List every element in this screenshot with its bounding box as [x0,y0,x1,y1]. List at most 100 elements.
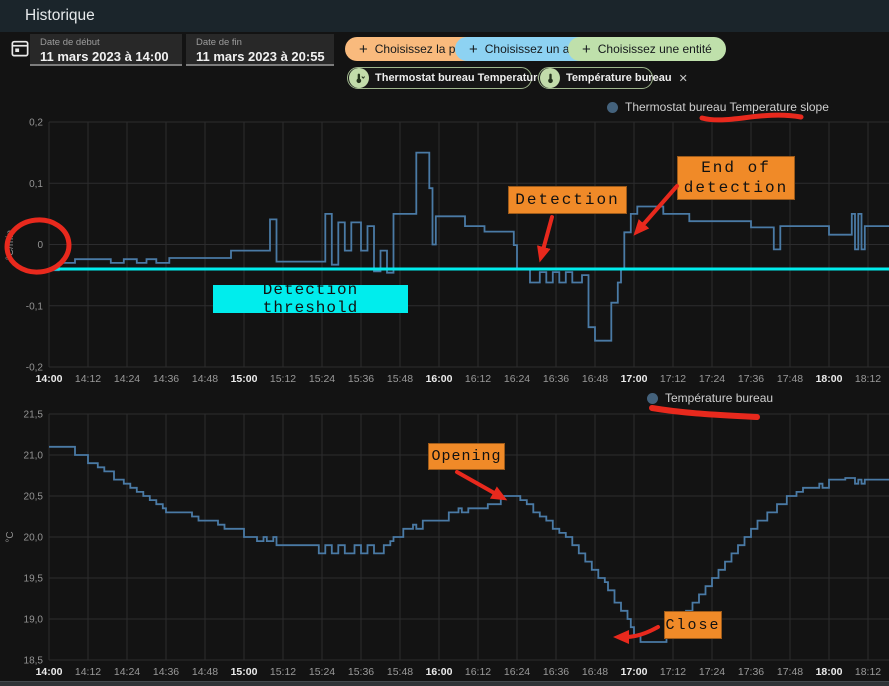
svg-text:18:00: 18:00 [816,666,843,678]
svg-text:-0,2: -0,2 [26,363,44,374]
svg-text:15:00: 15:00 [231,373,258,385]
svg-text:14:00: 14:00 [36,666,63,678]
svg-text:21,0: 21,0 [24,451,44,462]
slope-y-axis-unit: °C/min [5,230,16,260]
svg-text:15:36: 15:36 [348,666,374,678]
svg-text:14:12: 14:12 [75,666,101,678]
svg-text:17:12: 17:12 [660,666,686,678]
svg-text:20,0: 20,0 [24,533,44,544]
end-of-detection-line1: End of [701,159,771,177]
legend-dot-icon [607,101,618,113]
chip-close-icon[interactable]: ✕ [678,72,688,85]
thermometer-trend-icon [349,68,369,88]
svg-text:15:12: 15:12 [270,666,296,678]
svg-text:16:36: 16:36 [543,666,569,678]
svg-text:15:12: 15:12 [270,373,296,385]
svg-text:18,5: 18,5 [24,656,44,667]
entity-chip-temperature-slope[interactable]: Thermostat bureau Temperature slope ✕ [347,67,592,89]
opening-annotation-label: Opening [428,443,505,470]
svg-text:16:00: 16:00 [426,373,453,385]
svg-text:20,5: 20,5 [24,492,44,503]
svg-text:17:12: 17:12 [660,373,686,385]
legend-temperature-bureau: Température bureau [647,391,773,405]
slope-chart-grid: 0,2 0,1 0 -0,1 -0,214:00 14:12 14:24 14:36 14:48… [26,118,889,385]
svg-text:14:36: 14:36 [153,666,179,678]
date-range-picker-button[interactable] [8,37,32,61]
page-title: Historique [25,7,95,24]
svg-text:21,5: 21,5 [24,410,44,421]
date-start-label: Date de début [40,37,100,48]
svg-text:15:36: 15:36 [348,373,374,385]
date-end-label: Date de fin [196,37,242,48]
svg-text:19,5: 19,5 [24,574,44,585]
legend-temperature-slope: Thermostat bureau Temperature slope [607,100,829,114]
plus-icon: + [469,40,478,58]
chip-label: Température bureau [566,72,672,84]
svg-text:18:12: 18:12 [855,666,881,678]
end-of-detection-annotation-label: End of detection [677,156,795,200]
svg-text:16:24: 16:24 [504,666,530,678]
bottom-scrollbar[interactable] [0,681,889,686]
svg-text:0,1: 0,1 [29,179,43,190]
app-header: Historique [0,0,889,32]
date-end-field[interactable]: Date de fin 11 mars 2023 à 20:55 [186,34,334,66]
svg-text:14:24: 14:24 [114,666,140,678]
plus-icon: + [582,40,591,58]
plus-icon: + [359,40,368,58]
svg-text:-0,1: -0,1 [26,301,44,312]
svg-text:17:48: 17:48 [777,666,803,678]
svg-text:17:24: 17:24 [699,666,725,678]
svg-text:16:12: 16:12 [465,666,491,678]
entity-chip-temperature-bureau[interactable]: Température bureau ✕ [538,67,688,89]
svg-text:16:12: 16:12 [465,373,491,385]
svg-text:17:00: 17:00 [621,666,648,678]
calendar-icon [11,40,29,56]
svg-text:14:12: 14:12 [75,373,101,385]
svg-text:16:00: 16:00 [426,666,453,678]
svg-text:0: 0 [37,240,43,251]
temperature-y-axis-unit: °C [5,531,16,542]
svg-text:17:00: 17:00 [621,373,648,385]
svg-text:16:48: 16:48 [582,373,608,385]
svg-text:19,0: 19,0 [24,615,44,626]
slope-chart-series [49,151,889,342]
svg-text:17:48: 17:48 [777,373,803,385]
svg-text:0,2: 0,2 [29,118,43,129]
svg-text:14:48: 14:48 [192,666,218,678]
date-start-value: 11 mars 2023 à 14:00 [40,49,169,64]
end-of-detection-line2: detection [683,179,789,197]
svg-text:15:48: 15:48 [387,373,413,385]
svg-text:18:00: 18:00 [816,373,843,385]
svg-text:14:36: 14:36 [153,373,179,385]
detection-annotation-label: Detection [508,186,627,214]
legend-label: Thermostat bureau Temperature slope [625,100,829,114]
svg-text:14:24: 14:24 [114,373,140,385]
svg-text:17:24: 17:24 [699,373,725,385]
svg-text:15:24: 15:24 [309,373,335,385]
svg-text:15:00: 15:00 [231,666,258,678]
choose-area-label: Choisissez la pièce [374,42,478,56]
svg-text:14:00: 14:00 [36,373,63,385]
detection-threshold-annotation-label: Detection threshold [213,281,408,317]
choose-entity-button[interactable]: + Choisissez une entité [568,37,726,61]
svg-text:16:24: 16:24 [504,373,530,385]
temperature-chart-series [49,445,889,643]
choose-entity-label: Choisissez une entité [597,42,712,56]
close-annotation-label: Close [664,611,722,639]
svg-text:17:36: 17:36 [738,666,764,678]
thermometer-icon [540,68,560,88]
svg-text:17:36: 17:36 [738,373,764,385]
svg-text:18:12: 18:12 [855,373,881,385]
chip-label: Thermostat bureau Temperature slope [375,72,576,84]
legend-dot-icon [647,392,658,404]
date-end-value: 11 mars 2023 à 20:55 [196,49,325,64]
date-start-field[interactable]: Date de début 11 mars 2023 à 14:00 [30,34,182,66]
svg-text:15:24: 15:24 [309,666,335,678]
svg-text:14:48: 14:48 [192,373,218,385]
svg-text:16:36: 16:36 [543,373,569,385]
legend-label: Température bureau [665,391,774,405]
svg-text:15:48: 15:48 [387,666,413,678]
svg-text:16:48: 16:48 [582,666,608,678]
